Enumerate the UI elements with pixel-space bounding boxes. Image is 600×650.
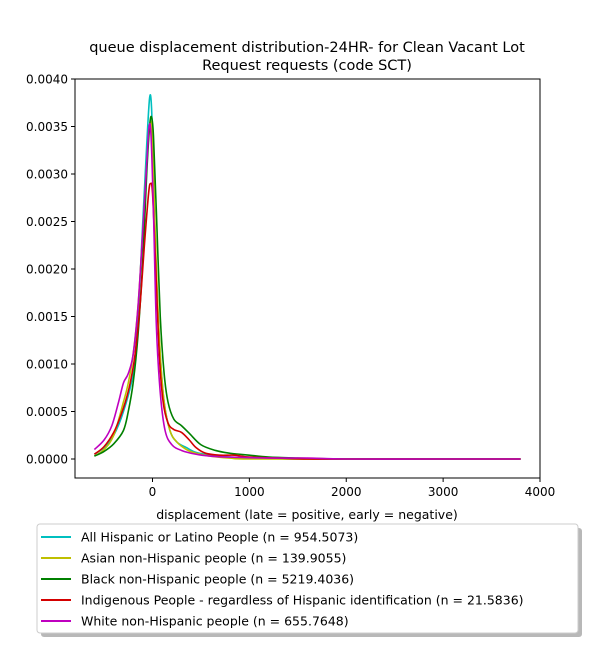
legend-box — [36, 523, 579, 634]
y-tick-label: 0.0030 — [26, 168, 68, 182]
y-tick-label: 0.0040 — [26, 73, 68, 87]
y-tick-label: 0.0005 — [26, 405, 68, 419]
plot-lines — [93, 94, 521, 460]
legend-label: Asian non-Hispanic people (n = 139.9055) — [81, 551, 346, 566]
y-tick-label: 0.0015 — [26, 310, 68, 324]
plot-frame — [74, 78, 541, 479]
y-tick-label: 0.0035 — [26, 120, 68, 134]
y-tick-label: 0.0000 — [26, 453, 68, 467]
chart-title-line-2: Request requests (code SCT) — [202, 58, 412, 74]
legend-label: All Hispanic or Latino People (n = 954.5… — [81, 530, 358, 545]
legend-label: White non-Hispanic people (n = 655.7648) — [81, 614, 349, 629]
y-tick-label: 0.0020 — [26, 263, 68, 277]
x-axis-label: displacement (late = positive, early = n… — [156, 507, 458, 522]
legend-label: Black non-Hispanic people (n = 5219.4036… — [81, 572, 354, 587]
legend-items: All Hispanic or Latino People (n = 954.5… — [41, 530, 524, 629]
x-tick-label: 4000 — [525, 485, 556, 499]
series-line — [93, 122, 521, 460]
axis-ticks: 0 1000 2000 3000 4000 0.0000 0.0005 0.0010 0.001… — [26, 73, 555, 500]
x-tick-label: 2000 — [331, 485, 362, 499]
x-tick-label: 0 — [149, 485, 157, 499]
x-tick-label: 3000 — [428, 485, 459, 499]
y-tick-label: 0.0025 — [26, 215, 68, 229]
y-tick-label: 0.0010 — [26, 358, 68, 372]
x-tick-label: 1000 — [234, 485, 265, 499]
legend-label: Indigenous People - regardless of Hispan… — [81, 593, 524, 608]
chart-title-line-1: queue displacement distribution-24HR- fo… — [89, 40, 525, 56]
legend: All Hispanic or Latino People (n = 954.5… — [36, 523, 582, 637]
series-line — [94, 115, 521, 460]
